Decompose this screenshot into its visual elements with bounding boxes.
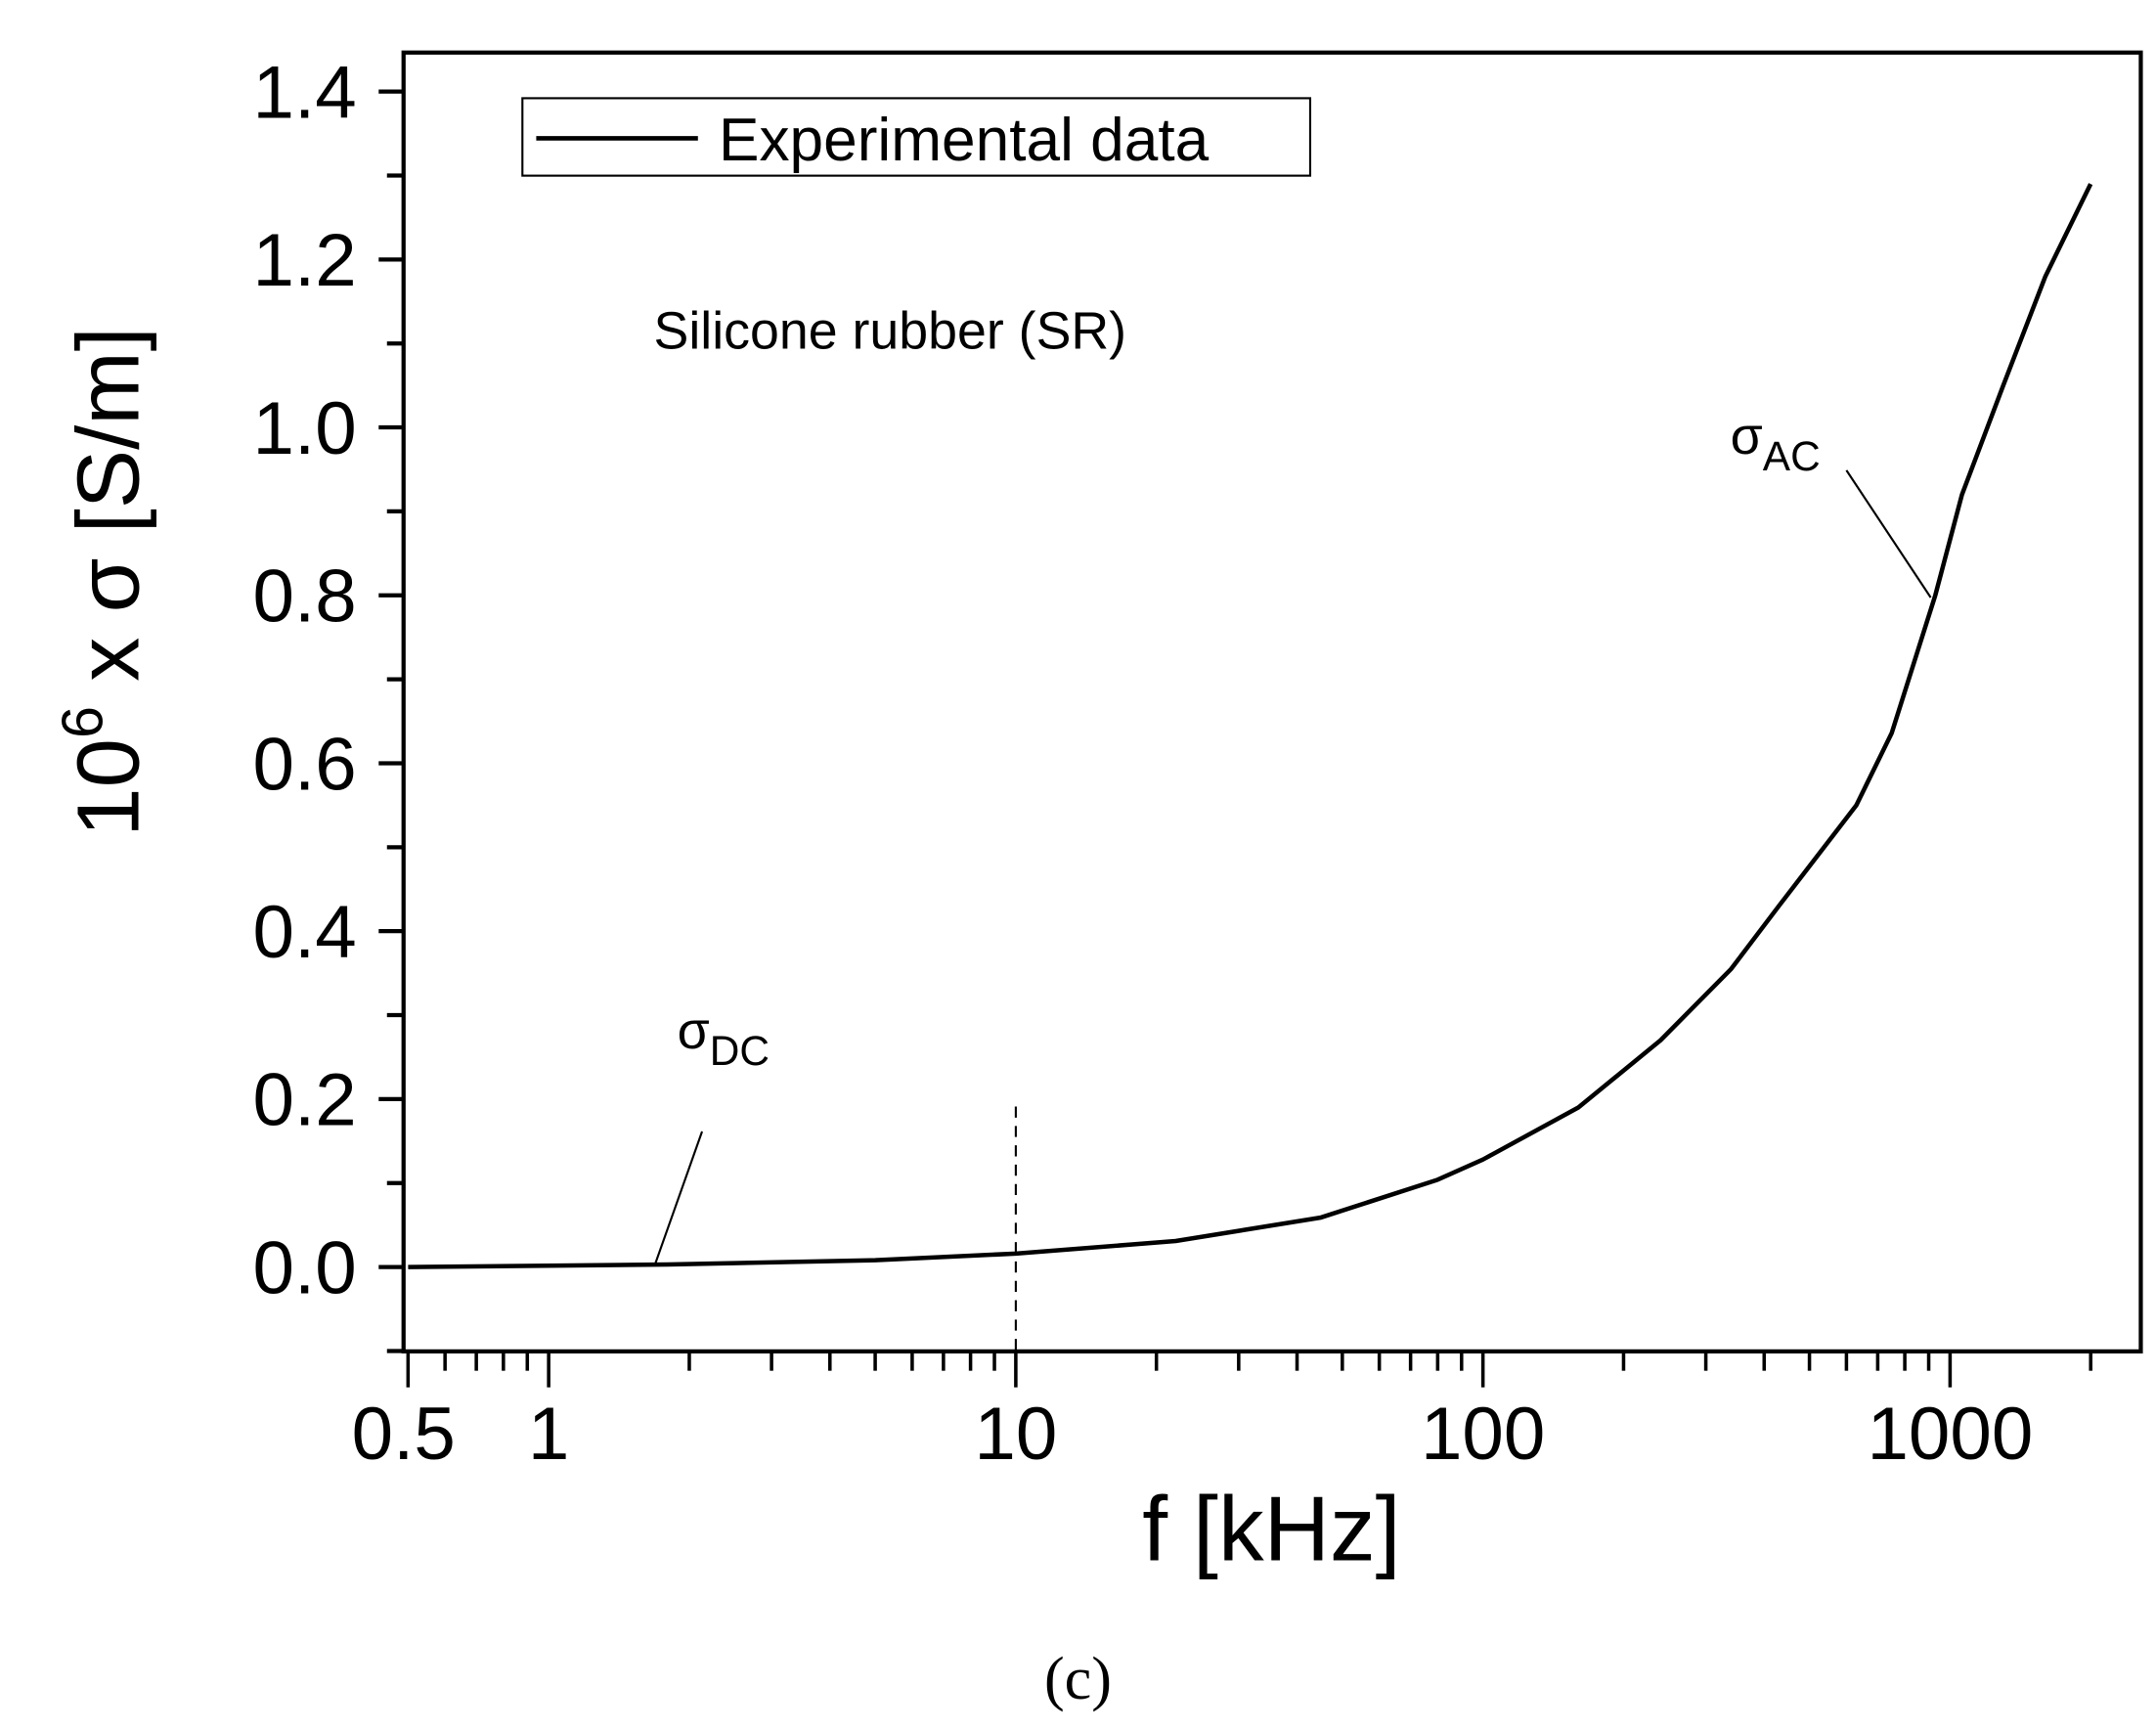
sigma-dc-leader xyxy=(653,1130,704,1265)
y-axis-label: 106 x σ [S/m] xyxy=(50,327,158,837)
x-tick-label: 1000 xyxy=(1868,1393,2034,1476)
y-tick-label: 0.2 xyxy=(253,1059,357,1142)
annotation-sigma-ac: σAC xyxy=(1731,407,1821,479)
y-tick-label: 0.4 xyxy=(253,891,357,974)
y-tick-label: 0.8 xyxy=(253,555,357,639)
plot-frame xyxy=(401,50,2143,1353)
x-tick-label: 100 xyxy=(1421,1393,1545,1476)
material-annotation: Silicone rubber (SR) xyxy=(654,301,1126,360)
y-tick-label: 0.0 xyxy=(253,1226,357,1309)
y-axis-ticks: 0.0 0.2 0.4 0.6 0.8 1.0 1.2 1.4 xyxy=(253,51,404,1353)
experimental-data-line xyxy=(408,183,2093,1269)
y-tick-label: 0.6 xyxy=(253,723,357,806)
x-tick-label: 10 xyxy=(974,1393,1057,1476)
y-tick-label: 1.2 xyxy=(253,219,357,302)
annotation-sigma-dc: σDC xyxy=(678,1001,770,1074)
y-tick-label: 1.4 xyxy=(253,51,357,134)
sigma-ac-leader xyxy=(1845,469,1932,598)
panel-label: (c) xyxy=(1044,1646,1112,1712)
x-tick-label: 1 xyxy=(528,1393,569,1476)
legend: Experimental data xyxy=(521,97,1312,177)
legend-label: Experimental data xyxy=(719,107,1210,174)
y-tick-label: 1.0 xyxy=(253,387,357,470)
x-axis-ticks: 0.5 1 10 100 1000 xyxy=(352,1351,2092,1476)
x-tick-label: 0.5 xyxy=(352,1393,456,1476)
x-axis-label: f [kHz] xyxy=(1142,1478,1400,1579)
